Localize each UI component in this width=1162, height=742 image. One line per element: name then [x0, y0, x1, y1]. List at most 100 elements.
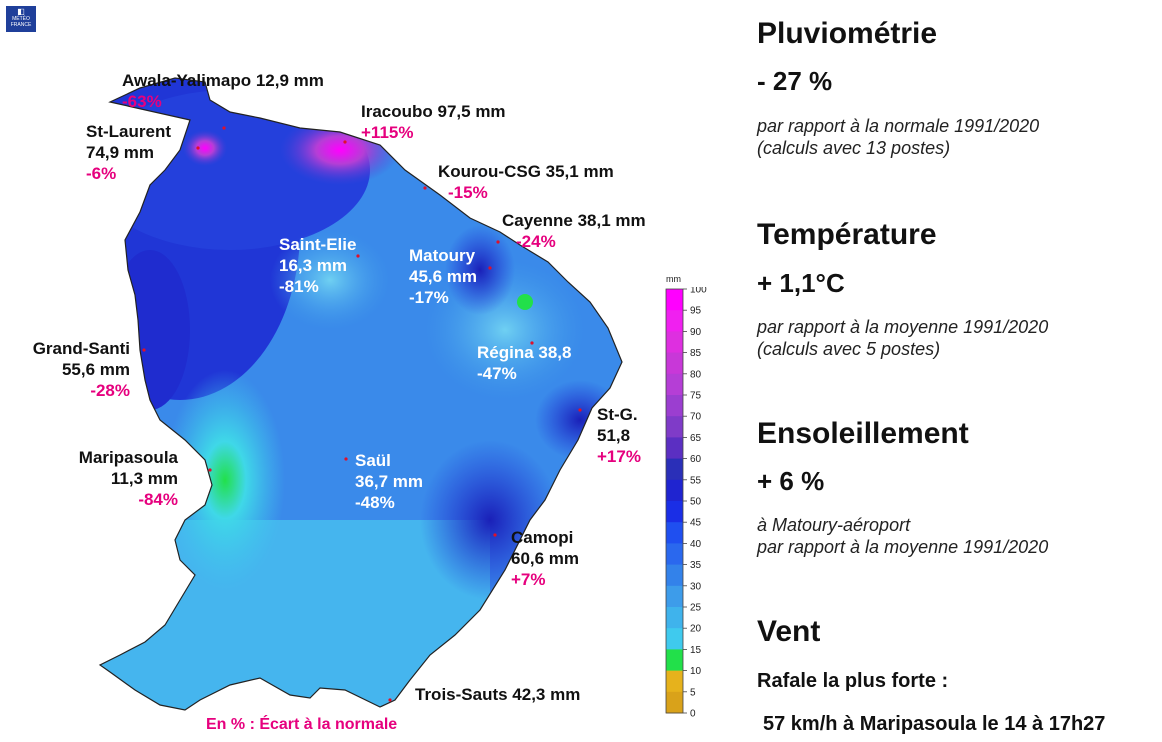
legend-swatch [666, 522, 683, 544]
pct-camopi: +7% [511, 570, 546, 589]
legend-swatch [666, 649, 683, 672]
value-saul: 36,7 mm [355, 472, 424, 491]
value-stg: 51,8 [597, 426, 631, 445]
pct-matoury: -17% [409, 288, 449, 307]
label-troissauts: Trois-Sauts 42,3 mm [415, 685, 581, 704]
value-matoury: 45,6 mm [409, 267, 478, 286]
legend-tick-label: 80 [690, 369, 702, 380]
pct-cayenne: -24% [516, 232, 556, 251]
logo-line2: FRANCE [10, 22, 32, 28]
label-cayenne: Cayenne 38,1 mm [502, 211, 646, 230]
wind-subtitle: Rafale la plus forte : [757, 670, 949, 692]
legend-tick-label: 20 [690, 624, 702, 635]
legend-swatch [666, 331, 683, 354]
legend-tick-label: 25 [690, 603, 702, 614]
legend-tick-label: 40 [690, 539, 702, 550]
legend-swatch [666, 395, 683, 417]
pct-saul: -48% [355, 493, 395, 512]
legend-swatch [666, 289, 683, 311]
legend-tick-label: 35 [690, 560, 702, 571]
station-dot-matoury [488, 266, 492, 270]
pct-stg: +17% [597, 447, 641, 466]
wind-title: Vent [757, 615, 821, 648]
legend-swatch [666, 628, 683, 650]
legend-swatch [666, 607, 683, 629]
label-matoury: Matoury [409, 246, 476, 265]
pluvio-title: Pluviométrie [757, 17, 938, 50]
legend-swatch [666, 670, 683, 693]
temp-value: + 1,1°C [757, 268, 845, 298]
legend-tick-label: 65 [690, 433, 702, 444]
meteo-france-logo: ◧ MÉTÉO FRANCE [6, 6, 36, 32]
station-dot-stlaurent [196, 146, 200, 150]
legend-tick-label: 0 [690, 709, 696, 720]
pluvio-value: - 27 % [757, 66, 833, 96]
sun-ref: par rapport à la moyenne 1991/2020 [757, 537, 1049, 557]
pct-iracoubo: +115% [361, 123, 414, 142]
pct-saintelie: -81% [279, 277, 319, 296]
station-dot-saintelie [356, 254, 360, 258]
logo-mark: ◧ [17, 7, 25, 16]
legend-tick-label: 10 [690, 666, 702, 677]
sun-value: + 6 % [757, 466, 825, 496]
sun-station: à Matoury-aéroport [757, 515, 911, 535]
temp-count: (calculs avec 5 postes) [757, 339, 941, 359]
value-stlaurent: 74,9 mm [86, 143, 155, 162]
legend-swatch [666, 564, 683, 587]
pct-kourou: -15% [448, 183, 488, 202]
anomaly-note: En % : Écart à la normale [206, 716, 398, 733]
pct-awala: -63% [122, 92, 162, 111]
legend-swatch [666, 501, 683, 523]
label-stg: St-G. [597, 405, 638, 424]
legend-colorbar: 1009590858075706560555045403530252015105… [665, 285, 707, 720]
legend-swatch [666, 416, 683, 438]
station-dot-kourou [423, 186, 427, 190]
station-dot-cayenne [496, 240, 500, 244]
logo-line1: MÉTÉO [12, 16, 30, 22]
legend-swatch [666, 352, 683, 375]
pct-stlaurent: -6% [86, 164, 117, 183]
station-dot-iracoubo [343, 140, 347, 144]
value-saintelie: 16,3 mm [279, 256, 348, 275]
wind-gust: 57 km/h à Maripasoula le 14 à 17h27 [763, 713, 1106, 735]
label-camopi: Camopi [511, 528, 574, 547]
legend-swatch [666, 543, 683, 566]
label-grandsanti: Grand-Santi [32, 339, 130, 358]
label-saul: Saül [355, 451, 391, 470]
station-dot-saul [344, 457, 348, 461]
label-kourou: Kourou-CSG 35,1 mm [438, 162, 614, 181]
legend-tick-label: 5 [690, 687, 696, 698]
legend-swatch [666, 585, 683, 608]
legend-tick-label: 50 [690, 497, 702, 508]
label-saintelie: Saint-Elie [279, 235, 357, 254]
label-regina: Régina 38,8 [477, 343, 572, 362]
temp-ref: par rapport à la moyenne 1991/2020 [757, 317, 1049, 337]
pluvio-count: (calculs avec 13 postes) [757, 138, 951, 158]
label-maripasoula: Maripasoula [78, 448, 178, 467]
legend-tick-label: 85 [690, 348, 702, 359]
legend: 100 95 90 85 80 75 70 65 60 55 50 45 40 35 30 25 20 15 10 5… [663, 285, 723, 737]
label-iracoubo: Iracoubo 97,5 mm [361, 102, 506, 121]
station-dot-stg [578, 408, 582, 412]
legend-tick-label: 90 [690, 327, 702, 338]
legend-tick-label: 45 [690, 518, 702, 529]
legend-swatch [666, 458, 683, 481]
station-dot-camopi [493, 533, 497, 537]
value-camopi: 60,6 mm [511, 549, 580, 568]
legend-tick-label: 100 [690, 287, 707, 296]
legend-tick-label: 30 [690, 581, 702, 592]
pct-regina: -47% [477, 364, 517, 383]
legend-swatch [666, 373, 683, 396]
legend-unit: mm [666, 274, 681, 284]
legend-swatch [666, 310, 683, 332]
value-maripasoula: 11,3 mm [110, 469, 178, 488]
pluvio-ref: par rapport à la normale 1991/2020 [757, 116, 1040, 136]
legend-tick-label: 75 [690, 391, 702, 402]
sun-title: Ensoleillement [757, 417, 969, 450]
legend-swatch [666, 437, 683, 460]
pct-grandsanti: -28% [90, 381, 130, 400]
pct-maripasoula: -84% [138, 490, 178, 509]
station-dot-regina [530, 341, 534, 345]
legend-swatch [666, 691, 683, 714]
station-dot-troissauts [388, 698, 392, 702]
